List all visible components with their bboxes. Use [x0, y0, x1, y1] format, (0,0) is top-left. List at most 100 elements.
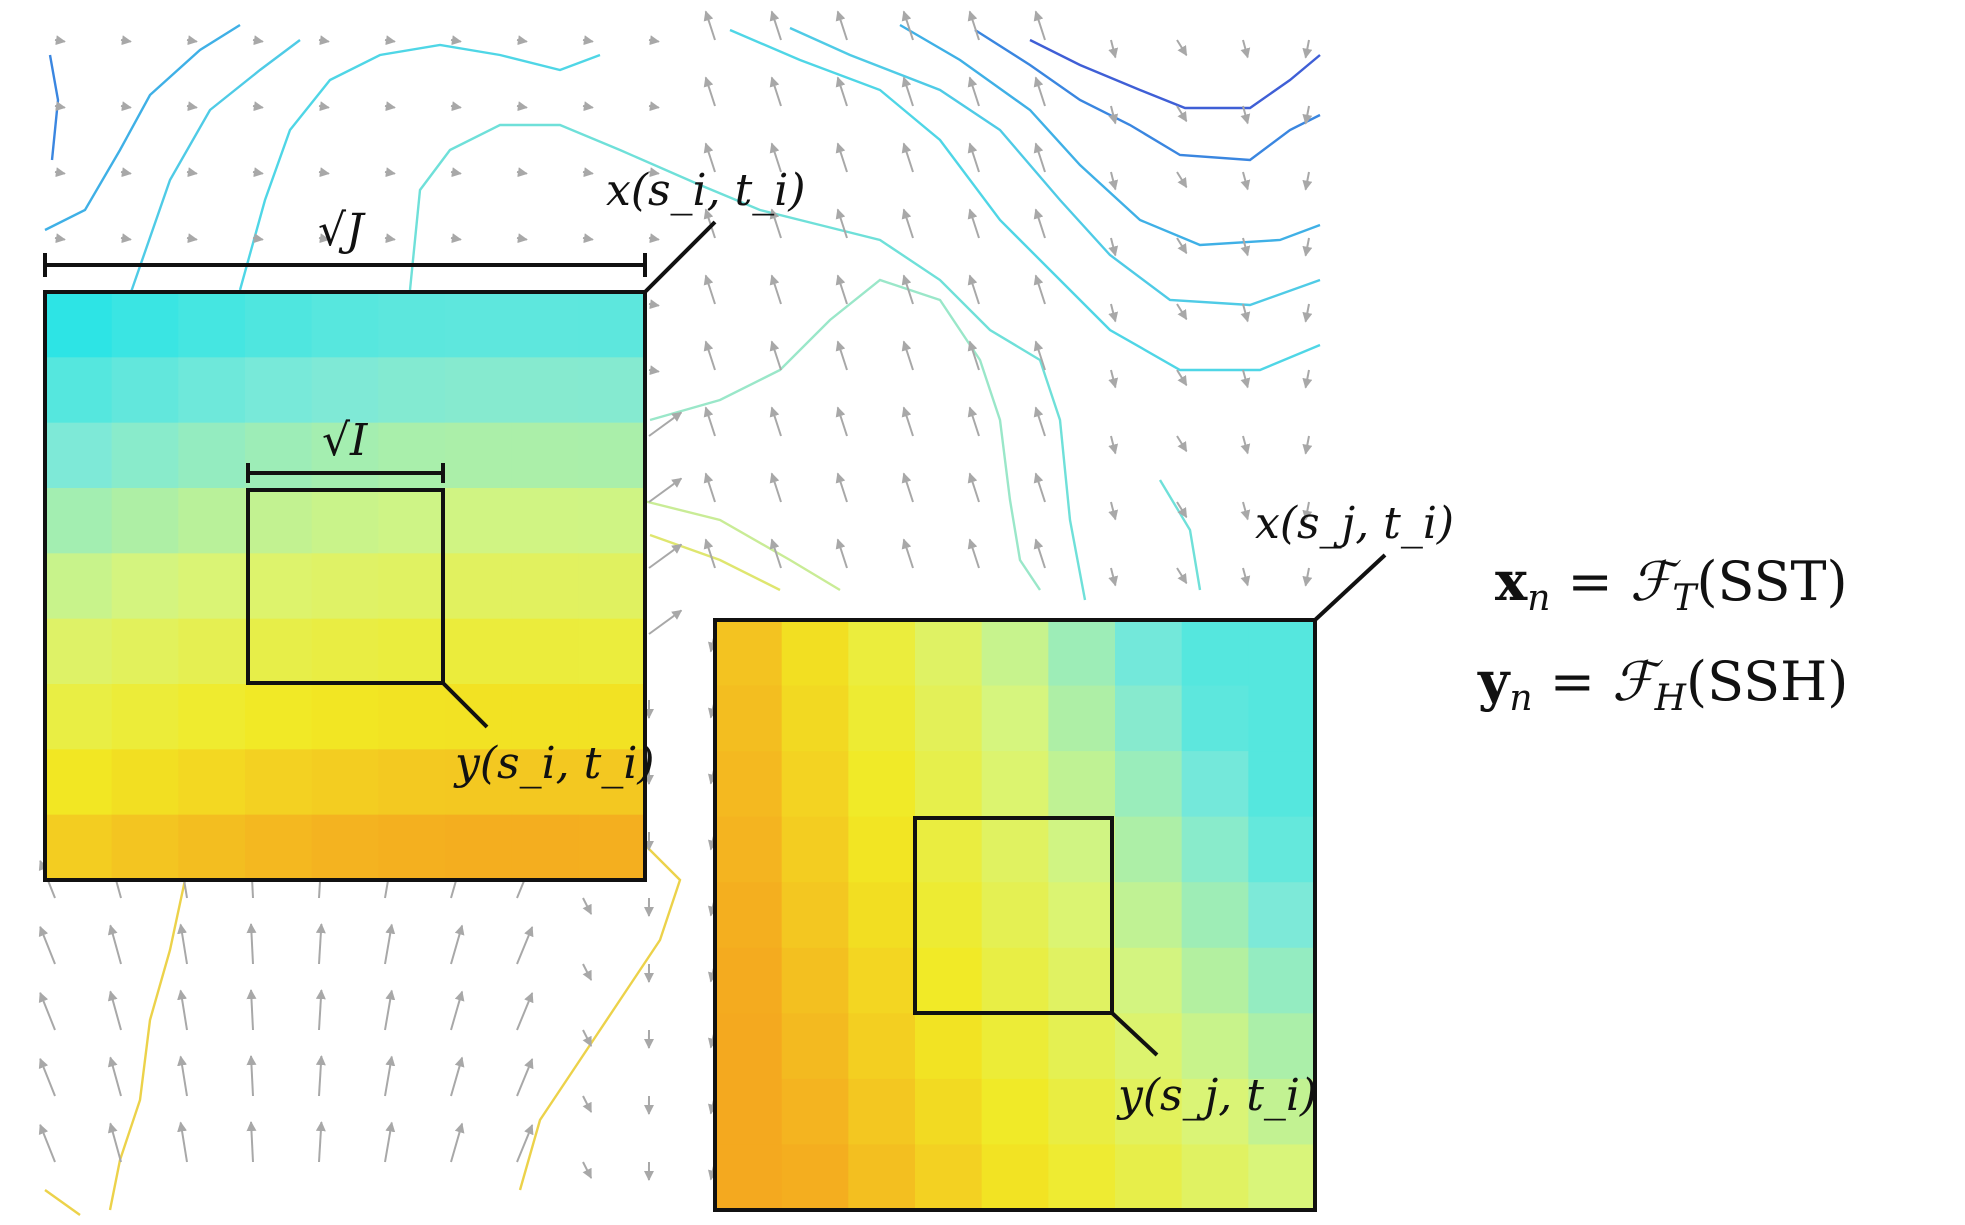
patch-cell: [848, 1079, 915, 1145]
patch-cell: [245, 749, 312, 815]
velocity-arrow: [970, 407, 979, 436]
patch-cell: [578, 553, 645, 619]
patch-cell: [1115, 620, 1182, 686]
velocity-arrow: [121, 106, 131, 108]
patch-cell: [1182, 948, 1249, 1014]
patch-cell: [982, 620, 1049, 686]
velocity-arrow: [251, 924, 253, 964]
velocity-arrow: [319, 1122, 321, 1162]
patch-cell: [512, 619, 579, 685]
velocity-arrow: [181, 925, 187, 964]
patch-cell: [1048, 882, 1115, 948]
patch-cell: [378, 553, 445, 619]
velocity-arrow: [385, 1123, 392, 1162]
patch-cell: [312, 619, 379, 685]
patch-cell: [1115, 1144, 1182, 1210]
velocity-arrow: [1177, 172, 1187, 187]
patch-cell: [715, 751, 782, 817]
patch-cell: [715, 1079, 782, 1145]
velocity-arrow: [40, 1125, 55, 1162]
patch-cell: [312, 357, 379, 423]
patch-cell: [45, 423, 112, 489]
velocity-arrow: [970, 77, 979, 106]
velocity-arrow: [181, 991, 187, 1030]
velocity-arrow: [706, 341, 715, 370]
velocity-arrow: [55, 40, 65, 42]
velocity-arrow: [904, 77, 913, 106]
patch-cell: [848, 817, 915, 883]
velocity-arrow: [904, 473, 913, 502]
label-sqrt-i: √I: [322, 415, 369, 466]
velocity-arrow: [970, 11, 979, 40]
contour-line: [50, 55, 58, 160]
velocity-arrow: [706, 11, 715, 40]
patch-cell: [1048, 686, 1115, 752]
patch-cell: [112, 357, 179, 423]
equation-y: yn = ℱH(SSH): [1477, 649, 1848, 719]
velocity-arrow: [772, 275, 781, 304]
patch-cell: [578, 292, 645, 358]
velocity-arrow: [1111, 238, 1115, 255]
patch-cell: [578, 357, 645, 423]
patch-cell: [982, 1144, 1049, 1210]
patch-cell: [445, 423, 512, 489]
velocity-arrow: [649, 478, 681, 502]
velocity-arrow: [1306, 370, 1309, 388]
velocity-arrow: [451, 1058, 462, 1096]
contour-line: [130, 40, 300, 295]
velocity-arrow: [649, 238, 659, 240]
eq1-lhs: x: [1495, 549, 1528, 613]
patch-cell: [982, 882, 1049, 948]
velocity-arrow: [1243, 304, 1248, 321]
velocity-arrow: [1177, 238, 1187, 253]
patch-cell: [1248, 1144, 1315, 1210]
velocity-arrow: [706, 275, 715, 304]
patch-cell: [1048, 948, 1115, 1014]
velocity-arrow: [583, 172, 593, 174]
patch-cell: [915, 882, 982, 948]
velocity-arrow: [121, 172, 131, 174]
velocity-arrow: [1111, 40, 1115, 57]
patch-cell: [112, 619, 179, 685]
patch-cell: [245, 488, 312, 554]
velocity-arrow: [1306, 568, 1309, 586]
velocity-arrow: [904, 209, 913, 238]
velocity-arrow: [1111, 436, 1115, 453]
velocity-arrow: [583, 898, 591, 914]
velocity-arrow: [838, 209, 847, 238]
patch-cell: [1182, 751, 1249, 817]
patch-cell: [378, 292, 445, 358]
patch-cell: [982, 948, 1049, 1014]
velocity-arrow: [838, 275, 847, 304]
patch-cell: [715, 1013, 782, 1079]
velocity-arrow: [838, 11, 847, 40]
velocity-arrow: [1306, 304, 1309, 322]
velocity-arrow: [1243, 40, 1248, 57]
patch-cell: [1115, 882, 1182, 948]
patch-cell: [1182, 686, 1249, 752]
velocity-arrow: [706, 539, 715, 568]
velocity-arrow: [251, 1056, 253, 1096]
velocity-arrow: [1243, 172, 1248, 189]
velocity-arrow: [583, 238, 593, 240]
velocity-arrow: [40, 993, 55, 1030]
patch-cell: [245, 553, 312, 619]
velocity-arrow: [1177, 370, 1187, 385]
patch-cell: [848, 620, 915, 686]
velocity-arrow: [385, 106, 395, 108]
velocity-arrow: [1243, 568, 1248, 585]
patch-cell: [445, 553, 512, 619]
velocity-arrow: [253, 172, 263, 174]
velocity-arrow: [385, 991, 392, 1030]
velocity-arrow: [1036, 209, 1045, 238]
velocity-arrow: [583, 1162, 591, 1178]
velocity-arrow: [706, 473, 715, 502]
patch-cell: [45, 684, 112, 750]
patch-cell: [445, 357, 512, 423]
patch-cell: [378, 488, 445, 554]
patch-cell: [45, 553, 112, 619]
patch-cell: [578, 423, 645, 489]
patch-cell: [512, 423, 579, 489]
velocity-arrow: [1243, 436, 1248, 453]
